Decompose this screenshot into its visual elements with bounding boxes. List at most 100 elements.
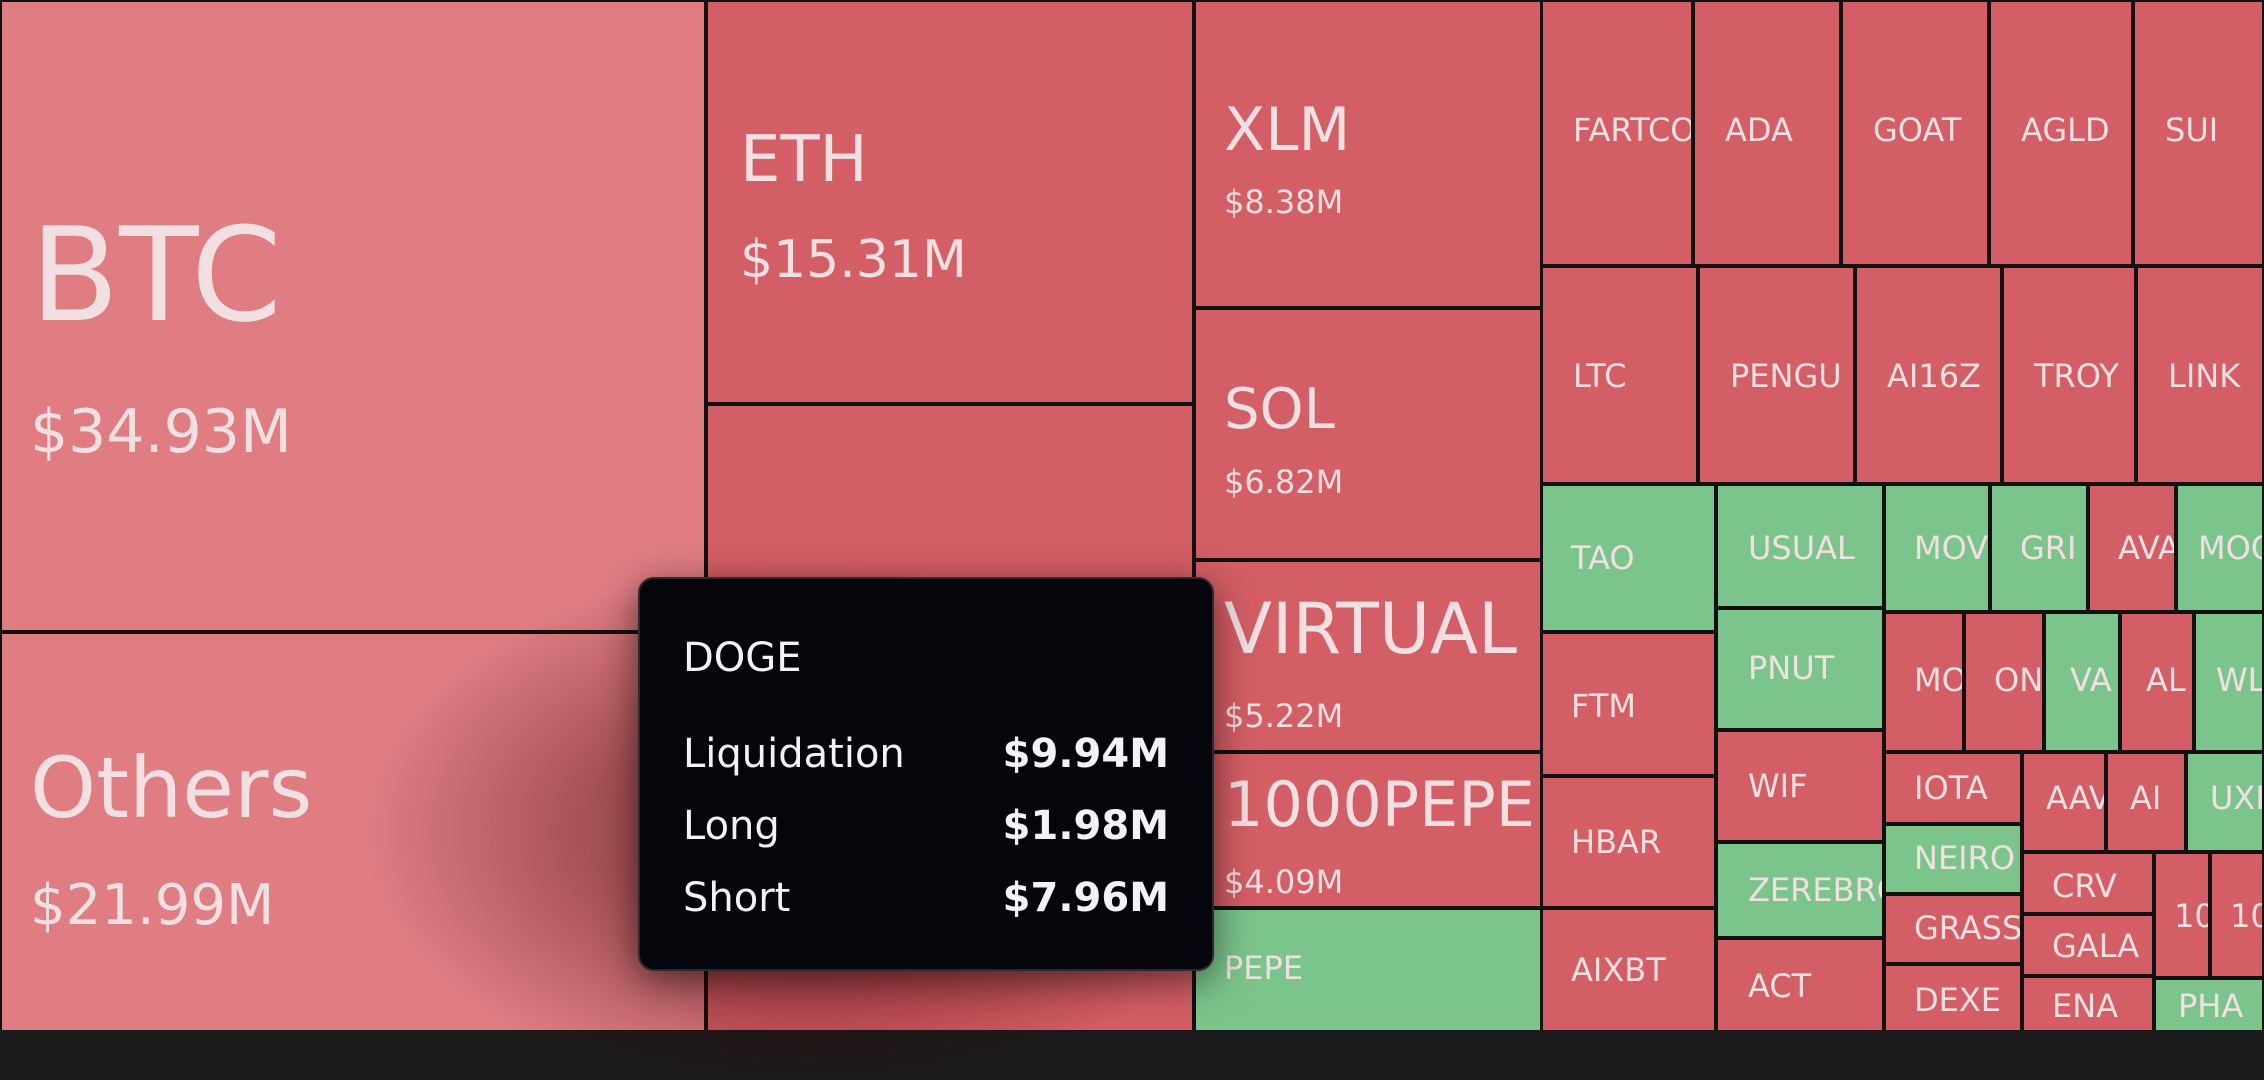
tile-symbol: IOTA [1914,769,1988,807]
tile-on[interactable]: ON [1964,612,2044,752]
tile-goat[interactable]: GOAT [1841,0,1989,266]
tile-symbol: MOO [2198,529,2262,567]
tooltip-value: $1.98M [1002,803,1169,849]
tooltip-label: Short [683,875,791,921]
tile-symbol: AGLD [2021,111,2110,149]
tile-symbol: 10 [2230,897,2262,935]
tile-symbol: TAO [1571,539,1635,577]
tile-10[interactable]: 10 [2154,852,2210,978]
tile-symbol: PNUT [1748,649,1835,687]
tile-zerebro[interactable]: ZEREBRO [1716,842,1884,938]
tile-ai16z[interactable]: AI16Z [1855,266,2002,484]
tile-mo[interactable]: MO [1884,612,1964,752]
tile-symbol: VIRTUAL [1224,588,1517,670]
tile-virtual[interactable]: VIRTUAL $5.22M [1194,560,1542,752]
tile-symbol: GOAT [1873,111,1962,149]
tile-uxl[interactable]: UXL [2186,752,2264,852]
tile-pha[interactable]: PHA [2154,978,2264,1030]
tile-btc[interactable]: BTC $34.93M [0,0,706,632]
tile-value: $5.22M [1224,697,1344,735]
tile-act[interactable]: ACT [1716,938,1884,1030]
tile-value: $6.82M [1224,463,1344,501]
tile-symbol: FARTCO [1573,111,1693,149]
tile-pnut[interactable]: PNUT [1716,608,1884,730]
tile-ena[interactable]: ENA [2022,976,2154,1030]
tile-ada[interactable]: ADA [1693,0,1841,266]
tooltip-label: Liquidation [683,731,905,777]
tile-eth[interactable]: ETH $15.31M [706,0,1194,404]
tooltip-value: $9.94M [1002,731,1169,777]
tile-al[interactable]: AL [2120,612,2194,752]
tile-gala[interactable]: GALA [2022,914,2154,976]
tile-symbol: MOV [1914,529,1989,567]
tile-symbol: TROY [2034,357,2119,395]
tile-symbol: WL [2216,661,2264,699]
tile-symbol: LTC [1573,357,1627,395]
tile-pengu[interactable]: PENGU [1698,266,1855,484]
tile-10[interactable]: 10 [2210,852,2264,978]
tile-dexe[interactable]: DEXE [1884,964,2022,1030]
tile-symbol: 1000PEPE [1224,768,1535,841]
tile-symbol: MO [1914,661,1964,699]
tile-symbol: ENA [2052,987,2119,1025]
tooltip-row-long: Long $1.98M [683,803,1169,853]
tile-aixbt[interactable]: AIXBT [1541,908,1716,1030]
tooltip-row-liquidation: Liquidation $9.94M [683,731,1169,781]
tile-mov[interactable]: MOV [1884,484,1990,612]
tile-fartco[interactable]: FARTCO [1541,0,1693,266]
tile-sui[interactable]: SUI [2133,0,2264,266]
tile-usual[interactable]: USUAL [1716,484,1884,608]
tile-symbol: DEXE [1914,981,2001,1019]
tile-symbol: USUAL [1748,529,1855,567]
tile-symbol: ZEREBRO [1748,871,1882,909]
tile-symbol: GALA [2052,927,2140,965]
tile-symbol: Others [30,739,313,837]
tile-value: $4.09M [1224,863,1344,901]
tile-moo[interactable]: MOO [2176,484,2264,612]
tile-troy[interactable]: TROY [2002,266,2136,484]
tile-tao[interactable]: TAO [1541,484,1716,632]
tile-symbol: VA [2070,661,2112,699]
tile-wl[interactable]: WL [2194,612,2264,752]
tile-link[interactable]: LINK [2136,266,2264,484]
tile-symbol: AI [2130,779,2162,817]
tile-ai[interactable]: AI [2106,752,2186,852]
tile-symbol: PHA [2178,987,2244,1025]
tile-neiro[interactable]: NEIRO [1884,824,2022,894]
tile-pepe[interactable]: PEPE [1194,908,1542,1030]
tile-symbol: UXL [2210,779,2262,817]
tile-wif[interactable]: WIF [1716,730,1884,842]
tile-symbol: CRV [2052,867,2117,905]
tile-grass[interactable]: GRASS [1884,894,2022,964]
tile-symbol: ON [1994,661,2044,699]
tile-symbol: PENGU [1730,357,1842,395]
tile-others[interactable]: Others $21.99M [0,632,706,1030]
tile-symbol: SUI [2165,111,2219,149]
tile-symbol: AL [2146,661,2186,699]
tile-aav[interactable]: AAV [2022,752,2106,852]
tooltip-row-short: Short $7.96M [683,875,1169,925]
tile-iota[interactable]: IOTA [1884,752,2022,824]
tile-symbol: GRASS [1914,909,2022,947]
tile-agld[interactable]: AGLD [1989,0,2133,266]
tile-va[interactable]: VA [2044,612,2120,752]
tile-sol[interactable]: SOL $6.82M [1194,308,1542,560]
tile-xlm[interactable]: XLM $8.38M [1194,0,1542,308]
tooltip-title: DOGE [683,635,802,681]
tile-symbol: GRI [2020,529,2077,567]
tile-symbol: ADA [1725,111,1793,149]
tile-symbol: FTM [1571,687,1636,725]
tile-value: $8.38M [1224,183,1344,221]
tile-symbol: XLM [1224,95,1351,165]
tile-symbol: 10 [2174,897,2208,935]
tile-ftm[interactable]: FTM [1541,632,1716,776]
tile-ava[interactable]: AVA [2088,484,2176,612]
tile-value: $34.93M [30,397,292,467]
tile-hbar[interactable]: HBAR [1541,776,1716,908]
tile-symbol: NEIRO [1914,839,2016,877]
tile-gri[interactable]: GRI [1990,484,2088,612]
tooltip: DOGE Liquidation $9.94M Long $1.98M Shor… [638,577,1214,971]
tile-1000pepe[interactable]: 1000PEPE $4.09M [1194,752,1542,908]
tile-crv[interactable]: CRV [2022,852,2154,914]
tile-ltc[interactable]: LTC [1541,266,1698,484]
